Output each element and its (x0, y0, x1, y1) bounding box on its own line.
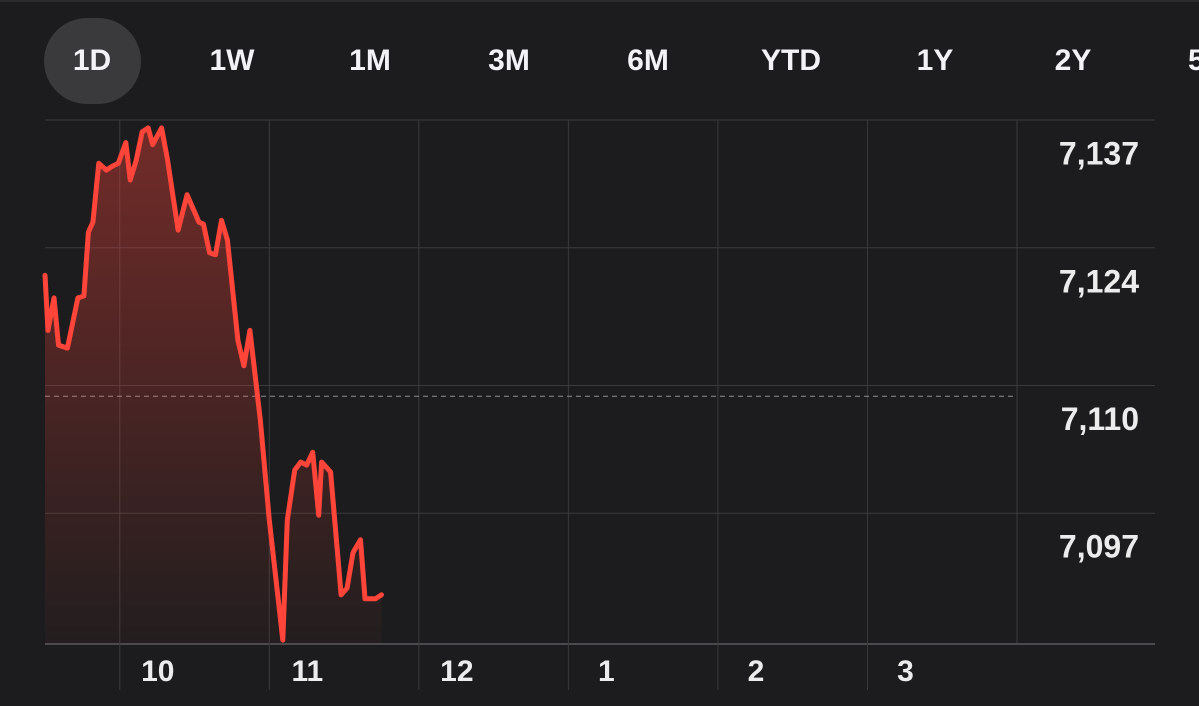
x-tick-label: 12 (440, 655, 473, 688)
range-tab[interactable]: 5Y (1188, 44, 1199, 77)
y-tick-label: 7,110 (1061, 401, 1139, 437)
range-tab[interactable]: 2Y (1055, 44, 1092, 77)
range-tab[interactable]: YTD (761, 44, 821, 77)
range-tab[interactable]: 1M (349, 44, 391, 77)
price-line (42, 125, 384, 643)
y-tick-label: 7,124 (1059, 263, 1139, 299)
range-tab[interactable]: 6M (627, 44, 669, 77)
x-tick-label: 2 (748, 655, 765, 688)
x-tick-label: 3 (897, 655, 914, 688)
range-tab[interactable]: 1W (210, 44, 256, 77)
range-tab[interactable]: 1D (73, 44, 111, 77)
y-tick-label: 7,097 (1059, 529, 1139, 565)
selected-tab-pill (44, 18, 141, 104)
range-tab[interactable]: 3M (488, 44, 530, 77)
x-tick-label: 10 (141, 655, 174, 688)
y-tick-label: 7,137 (1059, 135, 1139, 171)
range-tab[interactable]: 1Y (917, 44, 954, 77)
x-tick-label: 11 (291, 655, 323, 688)
price-area (45, 127, 382, 644)
x-tick-label: 1 (598, 655, 615, 688)
